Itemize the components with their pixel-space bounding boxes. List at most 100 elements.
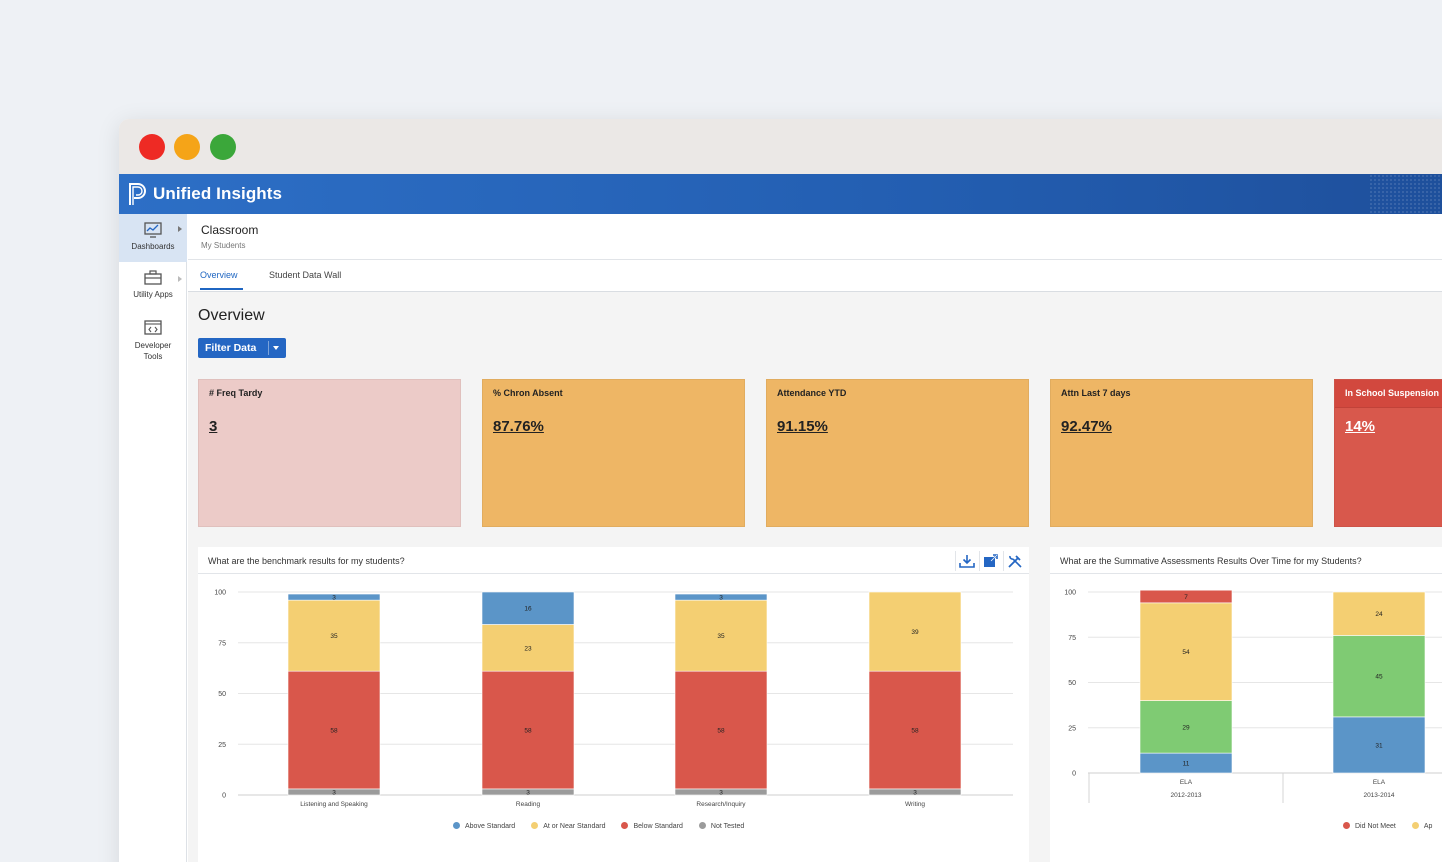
legend-item[interactable]: Did Not Meet [1343,822,1396,830]
bar-segment [1332,635,1426,718]
chevron-right-icon [178,276,182,282]
kpi-value[interactable]: 91.15% [777,418,828,435]
bar-segment [1139,602,1233,701]
data-label: 29 [1182,724,1190,731]
data-label: 58 [717,728,725,735]
x-tick-label: ELA [1180,779,1193,786]
y-tick-label: 50 [1068,680,1076,687]
summative-chart-legend: Did Not Meet Ap [1343,822,1442,830]
x-tick-label: Listening and Speaking [300,801,368,808]
legend-item[interactable]: At or Near Standard [531,822,605,830]
y-tick-label: 25 [1068,725,1076,732]
app-window: Unified Insights Dashboards Utility Apps [119,119,1442,862]
benchmark-chart-legend: Above Standard At or Near Standard Below S… [453,822,760,830]
toolbar-divider [1003,551,1004,571]
bar-segment [868,591,962,672]
data-label: 7 [1184,594,1188,601]
sidebar-item-label: Dashboards [131,242,175,251]
code-window-icon [144,320,162,335]
sidebar-item-label: Tools [143,352,163,361]
legend-swatch [1411,822,1419,829]
kpi-value[interactable]: 3 [209,418,218,435]
legend-swatch [621,822,629,829]
data-label: 3 [526,789,530,796]
data-label: 24 [1375,611,1383,618]
panel-divider [198,573,1029,574]
kpi-value[interactable]: 87.76% [493,418,544,435]
legend-label: Not Tested [710,823,745,830]
sidebar: Dashboards Utility Apps Developer Tools [119,214,187,862]
toolbar-divider [979,551,980,571]
open-external-icon[interactable] [982,553,1000,569]
kpi-card-in-school-suspension[interactable]: In School Suspension 14% [1334,379,1442,527]
y-tick-label: 0 [222,793,226,800]
legend-swatch [1343,822,1350,829]
bar-segment [481,624,575,672]
kpi-label: Attn Last 7 days [1061,388,1131,398]
maximize-window-button[interactable] [210,134,236,160]
data-label: 35 [717,633,725,640]
legend-label: At or Near Standard [543,823,606,830]
sidebar-item-developer-tools[interactable]: Developer Tools [119,320,187,370]
y-tick-label: 0 [1072,771,1076,778]
minimize-window-button[interactable] [174,134,200,160]
x-tick-label: ELA [1373,779,1386,786]
x-tick-label: Writing [905,801,925,808]
tools-icon[interactable] [1006,553,1024,569]
close-window-button[interactable] [139,134,165,160]
kpi-label: # Freq Tardy [209,388,263,398]
kpi-label: % Chron Absent [493,388,563,398]
sidebar-item-dashboards[interactable]: Dashboards [119,214,187,262]
bar-segment [287,670,381,790]
data-label: 11 [1183,761,1190,768]
legend-label: Below Standard [633,823,683,830]
data-label: 39 [911,629,919,636]
kpi-value[interactable]: 92.47% [1061,418,1112,435]
bar-segment [868,670,962,790]
legend-item[interactable]: Not Tested [698,822,745,830]
tab-student-data-wall[interactable]: Student Data Wall [269,270,342,280]
bar-segment [1332,716,1426,774]
legend-label: Ap [1423,823,1433,830]
filter-data-button[interactable]: Filter Data [198,338,286,358]
summative-chart: 0 25 50 75 100 11 29 54 7 ELA 2012-2013 31 45 24 ELA 20… [1064,590,1442,803]
download-icon[interactable] [958,553,976,569]
x-tick-label: Reading [516,801,541,808]
legend-item[interactable]: Ap [1411,822,1433,830]
y-tick-label: 25 [218,742,226,749]
y-tick-label: 50 [218,691,226,698]
y-tick-label: 100 [1064,590,1076,597]
kpi-card-chron-absent[interactable]: % Chron Absent 87.76% [482,379,745,527]
bar-segment [1139,700,1233,754]
tab-overview[interactable]: Overview [200,270,238,280]
panel-title: What are the benchmark results for my st… [208,556,405,566]
legend-swatch [698,822,706,829]
button-divider [268,341,269,355]
data-label: 3 [913,789,917,796]
bar-segment [674,670,768,790]
y-tick-label: 75 [1068,635,1076,642]
data-label: 58 [330,728,338,735]
legend-item[interactable]: Below Standard [621,822,683,830]
sidebar-item-label: Developer [134,341,172,350]
app-header: Unified Insights [119,174,1442,214]
window-titlebar [119,119,1442,174]
breadcrumb: Classroom My Students [188,214,1442,260]
legend-item[interactable]: Above Standard [453,822,515,830]
legend-label: Did Not Meet [1355,823,1396,830]
x-tick-sublabel: 2012-2013 [1170,792,1201,799]
data-label: 58 [524,728,532,735]
kpi-card-freq-tardy[interactable]: # Freq Tardy 3 [198,379,461,527]
sidebar-item-utility-apps[interactable]: Utility Apps [119,270,187,310]
benchmark-panel: What are the benchmark results for my st… [198,547,1029,862]
breadcrumb-subtitle: My Students [201,241,246,250]
kpi-value[interactable]: 14% [1345,418,1376,435]
y-tick-label: 100 [214,590,226,597]
main-content: Classroom My Students Overview Student D… [188,214,1442,862]
filter-data-label: Filter Data [205,342,257,354]
kpi-label: In School Suspension [1345,388,1440,398]
kpi-card-attendance-ytd[interactable]: Attendance YTD 91.15% [766,379,1029,527]
caret-down-icon[interactable] [273,346,279,350]
kpi-card-attn-last-7-days[interactable]: Attn Last 7 days 92.47% [1050,379,1313,527]
powerschool-logo-icon [129,183,146,205]
